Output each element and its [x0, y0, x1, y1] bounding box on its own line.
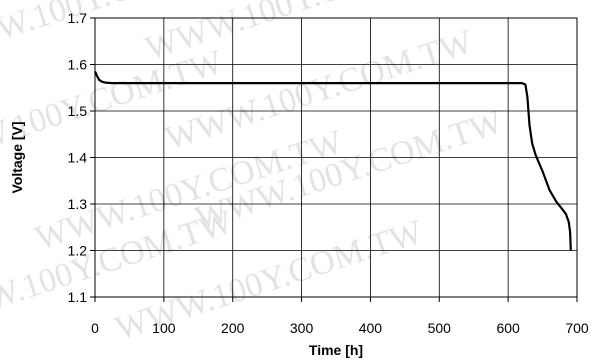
x-tick-label: 100	[152, 320, 176, 336]
y-tick-label: 1.1	[68, 289, 88, 305]
x-tick-label: 700	[565, 320, 589, 336]
voltage-series-line	[93, 71, 572, 251]
y-axis-label: Voltage [V]	[9, 121, 25, 193]
y-tick-label: 1.6	[68, 57, 88, 73]
series-layer	[93, 71, 572, 251]
x-tick-label: 600	[496, 320, 520, 336]
y-tick-label: 1.3	[68, 196, 88, 212]
x-tick-label: 0	[91, 320, 99, 336]
y-tick-label: 1.2	[68, 243, 88, 259]
y-tick-label: 1.4	[68, 150, 88, 166]
y-axis-ticks: 1.1 1.2 1.3 1.4 1.5 1.6 1.7	[68, 10, 95, 305]
x-tick-label: 200	[221, 320, 245, 336]
x-axis-label: Time [h]	[309, 342, 363, 358]
x-tick-label: 500	[428, 320, 452, 336]
y-tick-label: 1.7	[68, 10, 88, 26]
x-tick-label: 400	[359, 320, 383, 336]
y-tick-label: 1.5	[68, 103, 88, 119]
x-axis-ticks: 0 100 200 300 400 500 600 700	[91, 297, 589, 336]
x-tick-label: 300	[290, 320, 314, 336]
